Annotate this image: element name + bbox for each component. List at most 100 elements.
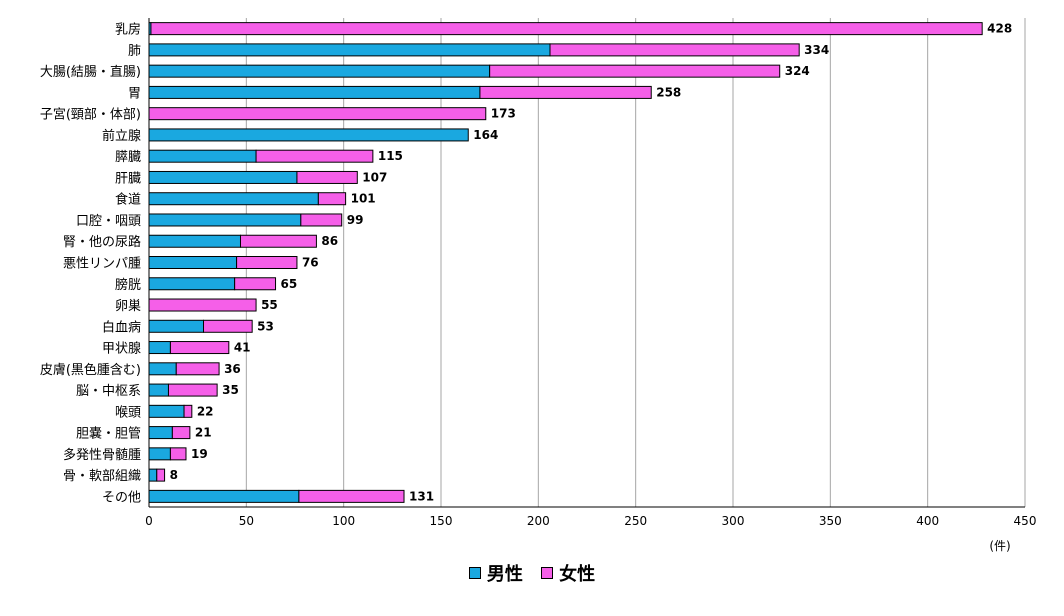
x-tick-label: 350	[819, 514, 842, 528]
bar-male	[148, 489, 300, 503]
total-label: 115	[378, 149, 403, 163]
bar-female	[234, 277, 277, 291]
legend-label-female: 女性	[559, 564, 596, 585]
legend-swatch-male	[468, 567, 481, 579]
category-label: 喉頭	[115, 405, 141, 420]
total-label: 428	[987, 22, 1012, 36]
bar-male	[148, 234, 241, 248]
total-label: 324	[785, 64, 810, 78]
legend-label-male: 男性	[486, 564, 523, 585]
category-label: 肝臓	[115, 171, 141, 186]
total-label: 55	[261, 298, 278, 312]
bar-male	[148, 468, 158, 482]
bar-female	[175, 362, 220, 376]
x-tick-label: 300	[722, 514, 745, 528]
category-label: 胃	[128, 86, 141, 101]
bar-female	[169, 447, 187, 461]
total-label: 76	[302, 256, 319, 270]
category-label: 脳・中枢系	[76, 384, 141, 399]
bar-female	[317, 192, 347, 206]
bar-male	[148, 341, 171, 355]
bar-female	[239, 234, 317, 248]
category-label: 膵臓	[115, 150, 141, 165]
category-label: 骨・軟部組織	[63, 468, 141, 484]
bar-male	[148, 319, 205, 333]
bar-female	[148, 107, 487, 121]
category-label: 卵巣	[115, 299, 141, 314]
bar-male	[148, 149, 257, 163]
x-tick-labels: 0 50 100 150 200 250 300 350 400 450	[145, 514, 1036, 528]
bar-female	[183, 404, 193, 418]
category-label: 胆嚢・胆管	[76, 426, 141, 442]
bar-female	[156, 468, 166, 482]
bar-female	[169, 341, 230, 355]
category-label: 子宮(頸部・体部)	[40, 107, 141, 123]
bar-female	[171, 426, 191, 440]
bar-female	[255, 149, 374, 163]
total-label: 53	[257, 319, 274, 333]
total-label: 86	[321, 234, 338, 248]
total-label: 35	[222, 383, 239, 397]
x-tick-label: 200	[527, 514, 550, 528]
bar-female	[549, 43, 800, 57]
total-label: 131	[409, 489, 434, 503]
bar-male	[148, 85, 481, 99]
legend-item-male: 男性	[468, 560, 523, 586]
x-tick-label: 50	[239, 514, 254, 528]
bar-male	[148, 43, 551, 57]
total-label: 22	[197, 404, 214, 418]
category-label: 乳房	[115, 22, 141, 38]
total-label: 101	[351, 192, 376, 206]
bar-female	[479, 85, 652, 99]
bar-female	[489, 64, 781, 78]
bar-male	[148, 170, 298, 184]
bar-female	[300, 213, 343, 227]
bar-female	[203, 319, 253, 333]
bar-male	[148, 362, 177, 376]
x-tick-label: 450	[1014, 514, 1037, 528]
bar-marks	[148, 22, 983, 503]
bar-female	[298, 489, 405, 503]
total-label: 107	[362, 170, 387, 184]
category-label: 肺	[128, 44, 141, 59]
bar-male	[148, 404, 185, 418]
x-tick-label: 100	[332, 514, 355, 528]
bar-male	[148, 447, 171, 461]
legend-swatch-female	[541, 567, 554, 579]
total-label: 99	[347, 213, 364, 227]
category-label: 甲状腺	[102, 342, 141, 357]
x-tick-label: 150	[430, 514, 453, 528]
category-label: 多発性骨髄腫	[63, 447, 141, 463]
category-label: 膀胱	[115, 277, 141, 293]
total-label: 258	[656, 85, 681, 99]
bar-male	[148, 64, 491, 78]
total-label: 334	[804, 43, 829, 57]
total-label: 41	[234, 341, 251, 355]
bar-female	[236, 256, 298, 269]
bar-male	[148, 192, 319, 206]
category-label: 皮膚(黒色腫含む)	[40, 362, 141, 378]
category-label: 前立腺	[102, 128, 141, 144]
total-label: 65	[281, 277, 298, 291]
total-label: 8	[170, 468, 178, 482]
x-tick-label: 400	[916, 514, 939, 528]
gridlines	[148, 18, 1026, 508]
total-label: 19	[191, 447, 208, 461]
bar-male	[148, 426, 173, 440]
total-label: 36	[224, 362, 241, 376]
category-label: 大腸(結腸・直腸)	[40, 65, 141, 80]
category-label: 白血病	[102, 319, 141, 335]
bar-female	[150, 22, 983, 36]
bar-female	[167, 383, 218, 397]
total-label: 173	[491, 107, 516, 121]
category-label: 悪性リンパ腫	[63, 256, 141, 272]
bar-male	[148, 256, 238, 269]
legend-item-female: 女性	[541, 560, 595, 586]
bar-male	[148, 277, 236, 291]
bar-male	[148, 213, 302, 227]
x-tick-label: 0	[145, 514, 153, 528]
bar-female	[148, 298, 257, 312]
